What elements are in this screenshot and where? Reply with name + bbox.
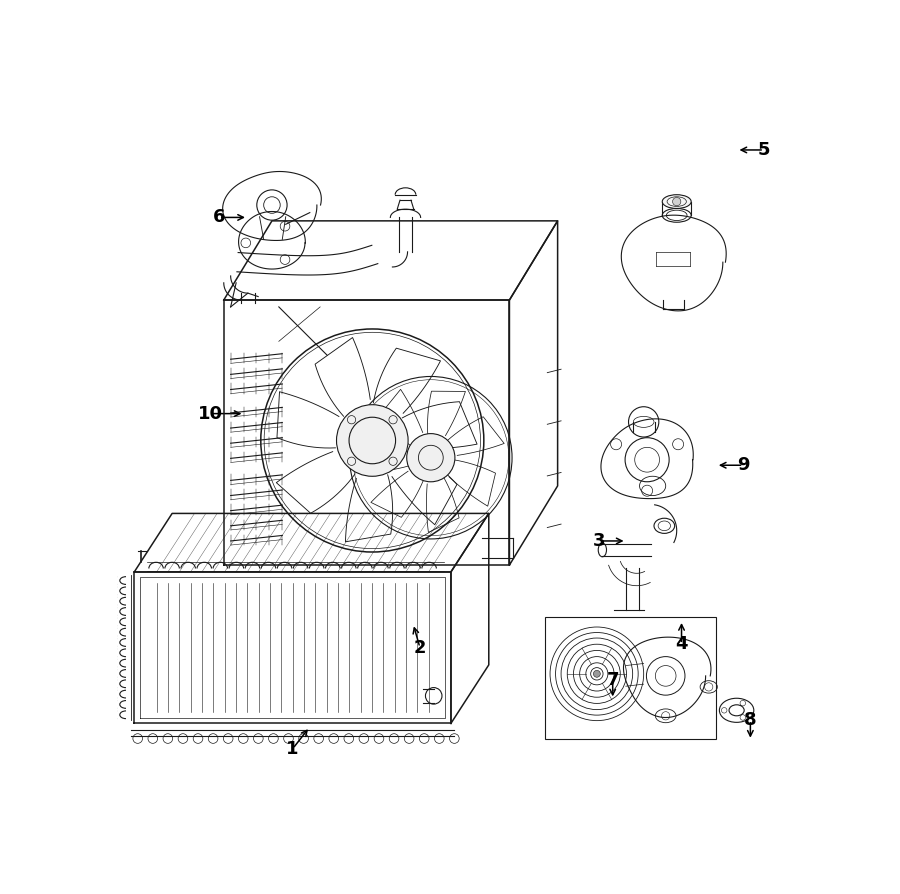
Text: 2: 2	[414, 638, 427, 657]
Ellipse shape	[662, 195, 691, 208]
Text: 6: 6	[212, 208, 225, 226]
Text: 4: 4	[675, 636, 688, 654]
Text: 8: 8	[744, 711, 757, 729]
Circle shape	[672, 198, 680, 206]
Circle shape	[407, 434, 454, 482]
Text: 7: 7	[607, 671, 619, 689]
Circle shape	[337, 405, 408, 477]
Text: 9: 9	[737, 456, 750, 474]
Circle shape	[593, 670, 600, 678]
Text: 5: 5	[758, 141, 770, 159]
Bar	[545, 617, 716, 739]
Text: 1: 1	[286, 740, 299, 758]
Text: 3: 3	[593, 532, 605, 550]
Text: 10: 10	[197, 405, 222, 423]
